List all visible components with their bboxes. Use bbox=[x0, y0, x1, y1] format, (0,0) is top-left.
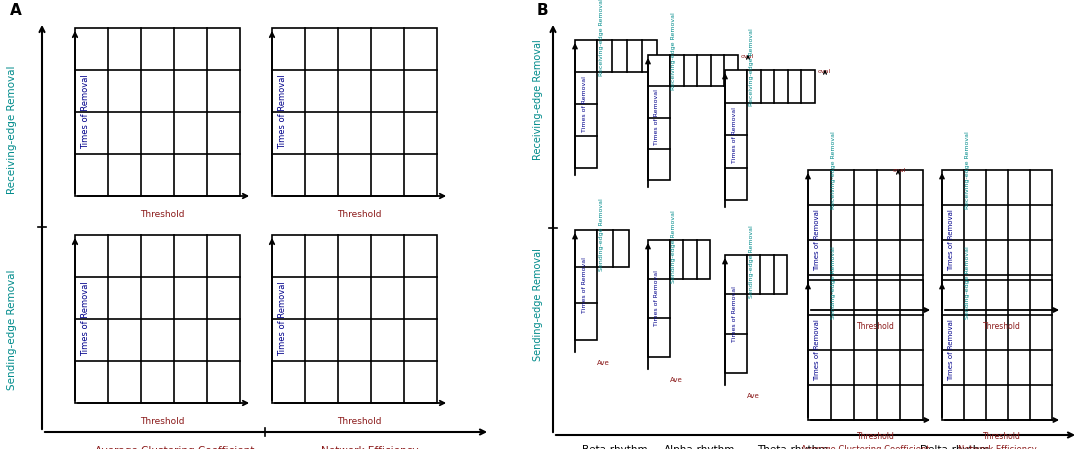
Text: Network Efficiency: Network Efficiency bbox=[321, 446, 418, 449]
Bar bbox=[942, 280, 1051, 420]
Bar bbox=[747, 70, 815, 102]
Text: Sending-edge Removal: Sending-edge Removal bbox=[598, 198, 604, 271]
Text: Receiving-edge Removal: Receiving-edge Removal bbox=[966, 131, 970, 209]
Bar bbox=[597, 230, 629, 267]
Bar bbox=[75, 28, 240, 196]
Bar bbox=[272, 235, 437, 403]
Text: Threshold: Threshold bbox=[856, 322, 894, 331]
Text: A: A bbox=[10, 3, 22, 18]
Bar bbox=[272, 28, 437, 196]
Text: B: B bbox=[537, 3, 549, 18]
Text: Times of Removal: Times of Removal bbox=[279, 282, 287, 357]
Text: Theta-rhythm: Theta-rhythm bbox=[758, 445, 828, 449]
Text: Threshold: Threshold bbox=[337, 210, 382, 219]
Text: Times of Removal: Times of Removal bbox=[948, 209, 954, 271]
Bar bbox=[808, 170, 922, 310]
Text: Sending-edge Removal: Sending-edge Removal bbox=[831, 246, 837, 319]
Text: Sending-edge Removal: Sending-edge Removal bbox=[671, 210, 676, 283]
Text: Threshold: Threshold bbox=[140, 417, 184, 426]
Text: Receiving-edge Removal: Receiving-edge Removal bbox=[671, 13, 676, 90]
Text: Times of Removal: Times of Removal bbox=[581, 76, 586, 132]
Text: Threshold: Threshold bbox=[983, 322, 1021, 331]
Bar bbox=[575, 230, 597, 340]
Text: Average Clustering Coefficient: Average Clustering Coefficient bbox=[95, 446, 255, 449]
Bar bbox=[575, 40, 597, 168]
Text: Receiving-edge Removal: Receiving-edge Removal bbox=[831, 131, 837, 209]
Text: Times of Removal: Times of Removal bbox=[948, 319, 954, 381]
Text: Sending-edge Removal: Sending-edge Removal bbox=[533, 249, 543, 361]
Bar bbox=[648, 55, 670, 180]
Bar bbox=[75, 235, 240, 403]
Text: Sending-edge Removal: Sending-edge Removal bbox=[7, 270, 17, 390]
Bar bbox=[597, 40, 657, 72]
Text: Sending-edge Removal: Sending-edge Removal bbox=[966, 246, 970, 319]
Text: Delta-rhythm: Delta-rhythm bbox=[920, 445, 990, 449]
Text: Times of Removal: Times of Removal bbox=[81, 75, 90, 150]
Text: Ave: Ave bbox=[747, 393, 760, 399]
Text: Receiving-edge Removal: Receiving-edge Removal bbox=[7, 66, 17, 194]
Bar bbox=[942, 170, 1051, 310]
Text: Receiving-edge Removal: Receiving-edge Removal bbox=[533, 40, 543, 160]
Bar bbox=[725, 70, 747, 200]
Text: Sending-edge Removal: Sending-edge Removal bbox=[748, 225, 753, 298]
Text: Times of Removal: Times of Removal bbox=[655, 271, 659, 326]
Text: Times of Removal: Times of Removal bbox=[814, 209, 820, 271]
Text: Threshold: Threshold bbox=[140, 210, 184, 219]
Text: Times of Removal: Times of Removal bbox=[814, 319, 820, 381]
Bar bbox=[648, 240, 670, 357]
Text: oval: oval bbox=[893, 168, 906, 173]
Text: oval: oval bbox=[818, 69, 831, 74]
Text: Receiving-edge Removal: Receiving-edge Removal bbox=[598, 0, 604, 76]
Bar bbox=[808, 280, 922, 420]
Text: Network Efficiency: Network Efficiency bbox=[957, 445, 1036, 449]
Text: Times of Removal: Times of Removal bbox=[81, 282, 90, 357]
Text: Average Clustering Coefficient: Average Clustering Coefficient bbox=[801, 445, 930, 449]
Text: Times of Removal: Times of Removal bbox=[732, 107, 736, 163]
Bar bbox=[670, 240, 710, 279]
Bar bbox=[725, 255, 747, 373]
Text: Beta-rhythm: Beta-rhythm bbox=[582, 445, 648, 449]
Text: Threshold: Threshold bbox=[337, 417, 382, 426]
Text: Alpha-rhythm: Alpha-rhythm bbox=[664, 445, 736, 449]
Text: Times of Removal: Times of Removal bbox=[279, 75, 287, 150]
Text: Times of Removal: Times of Removal bbox=[655, 89, 659, 145]
Text: Ave: Ave bbox=[597, 360, 609, 366]
Text: Ave: Ave bbox=[670, 377, 683, 383]
Text: Threshold: Threshold bbox=[983, 432, 1021, 441]
Text: oval: oval bbox=[741, 54, 754, 59]
Text: Times of Removal: Times of Removal bbox=[732, 286, 736, 342]
Bar bbox=[670, 55, 738, 86]
Text: Threshold: Threshold bbox=[856, 432, 894, 441]
Text: Times of Removal: Times of Removal bbox=[581, 257, 586, 313]
Bar bbox=[747, 255, 787, 295]
Text: Receiving-edge Removal: Receiving-edge Removal bbox=[748, 29, 753, 106]
